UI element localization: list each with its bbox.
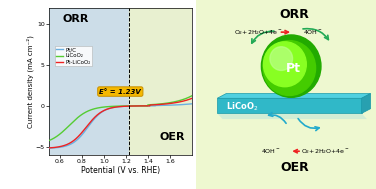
LiCoO₂ [142,105,147,107]
Text: Pt: Pt [285,62,300,74]
Pt/C [47,147,51,149]
Text: E° = 1.23V: E° = 1.23V [99,89,141,94]
Circle shape [263,41,315,95]
Pt/C [190,103,194,105]
Text: OER: OER [280,161,309,174]
Text: O$_2$+2H$_2$O+4e$^-$: O$_2$+2H$_2$O+4e$^-$ [301,147,350,156]
Pt-LiCoO₂ [72,139,76,141]
Pt-LiCoO₂ [131,105,135,107]
Line: Pt-LiCoO₂: Pt-LiCoO₂ [49,98,192,148]
Pt/C [154,104,159,107]
Circle shape [261,35,321,97]
LiCoO₂ [111,105,116,107]
LiCoO₂ [72,120,76,122]
LiCoO₂ [47,139,51,142]
Pt/C [142,105,147,107]
Circle shape [270,47,293,70]
LiCoO₂ [83,111,88,113]
Text: LiCoO$_2$: LiCoO$_2$ [226,100,259,113]
Text: 4OH$^-$: 4OH$^-$ [303,28,323,36]
Pt-LiCoO₂ [142,105,147,107]
Text: ORR: ORR [280,8,310,21]
Pt-LiCoO₂ [47,147,51,149]
LiCoO₂ [154,103,159,105]
Polygon shape [362,94,371,113]
Bar [129,8,203,155]
Pt/C [72,141,76,143]
Line: LiCoO₂: LiCoO₂ [49,96,192,141]
Pt/C [131,105,135,107]
Polygon shape [217,94,371,98]
Y-axis label: Current density (mA cm⁻²): Current density (mA cm⁻²) [27,35,34,128]
Pt-LiCoO₂ [154,104,159,106]
X-axis label: Potential (V vs. RHE): Potential (V vs. RHE) [81,166,160,174]
Pt-LiCoO₂ [111,106,116,109]
Pt-LiCoO₂ [190,97,194,100]
Pt/C [83,129,88,131]
Text: O$_2$+2H$_2$O+4e$^-$: O$_2$+2H$_2$O+4e$^-$ [234,28,283,37]
Text: ORR: ORR [62,14,88,24]
Pt/C [111,106,116,108]
LiCoO₂ [190,95,194,97]
LiCoO₂ [131,105,135,107]
Polygon shape [217,98,362,113]
Line: Pt/C: Pt/C [49,104,192,148]
Circle shape [264,42,306,87]
Pt-LiCoO₂ [83,127,88,129]
Text: 4OH$^-$: 4OH$^-$ [261,147,281,155]
Legend: Pt/C, LiCoO₂, Pt-LiCoO₂: Pt/C, LiCoO₂, Pt-LiCoO₂ [55,46,92,66]
Polygon shape [217,113,367,119]
Text: OER: OER [159,132,185,142]
